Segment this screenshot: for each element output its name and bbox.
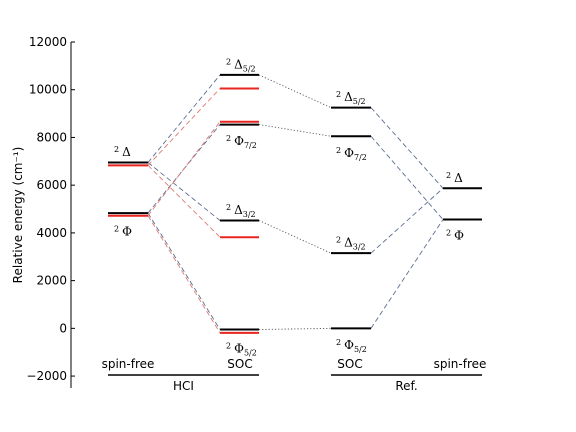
y-tick-label: 6000: [36, 178, 67, 192]
connector-line: [147, 74, 221, 163]
term-label-lbl-ref-soc-p72: 2 Φ7/2: [336, 146, 367, 162]
connector-line: [258, 124, 332, 137]
connector-line: [147, 165, 221, 238]
connector-line: [258, 74, 332, 109]
term-label-lbl-hci-soc-p52: 2 Φ5/2: [226, 342, 257, 358]
group-label-hci: HCI: [173, 379, 194, 393]
y-tick-label: 2000: [36, 274, 67, 288]
column-labels: spin-free SOC SOC spin-free HCI Ref.: [102, 357, 487, 393]
term-label-lbl-hci-soc-p72: 2 Φ7/2: [226, 134, 257, 150]
level-labels: 2 Δ 2 Φ 2 Δ5/2 2 Φ7/2 2 Δ3/2 2 Φ5/2 2 Δ5/2 2 Φ7/2 2 Δ3/2 2…: [114, 58, 464, 358]
y-tick-label: −2000: [26, 369, 67, 383]
connector-lines: [147, 74, 444, 334]
y-tick-label: 4000: [36, 226, 67, 240]
column-label-hci-spinfree: spin-free: [102, 357, 155, 371]
y-tick-label: 0: [59, 321, 67, 335]
term-label-lbl-ref-soc-d32: 2 Δ3/2: [336, 235, 366, 251]
term-label-lbl-hci-soc-d52: 2 Δ5/2: [226, 58, 256, 74]
y-axis-label: Relative energy (cm⁻¹): [11, 147, 25, 284]
connector-line: [147, 212, 221, 330]
connector-line: [370, 187, 444, 254]
y-tick-label: 8000: [36, 130, 67, 144]
term-label-lbl-hci-soc-d32: 2 Δ3/2: [226, 203, 256, 219]
connector-line: [147, 121, 221, 216]
term-label-lbl-ref-soc-d52: 2 Δ5/2: [336, 90, 366, 106]
y-tick-label: 10000: [29, 83, 67, 97]
connector-line: [258, 327, 332, 330]
connector-line: [258, 220, 332, 254]
column-label-hci-soc: SOC: [227, 357, 252, 371]
connector-line: [370, 219, 444, 329]
term-label-lbl-ref-soc-p52: 2 Φ5/2: [336, 338, 367, 354]
column-label-ref-soc: SOC: [337, 357, 362, 371]
connector-line: [147, 215, 221, 334]
column-label-ref-spinfree: spin-free: [434, 357, 487, 371]
connector-line: [147, 88, 221, 166]
connector-line: [370, 135, 444, 220]
y-axis: −2000 0 2000 4000 6000 8000 10000 12000: [26, 35, 75, 388]
group-label-ref: Ref.: [395, 379, 417, 393]
energy-levels: [108, 73, 482, 334]
y-tick-label: 12000: [29, 35, 67, 49]
connector-line: [147, 162, 221, 221]
connector-line: [370, 107, 444, 189]
